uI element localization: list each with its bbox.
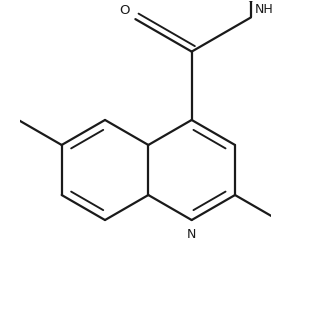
Text: O: O bbox=[119, 4, 130, 17]
Text: N: N bbox=[187, 228, 196, 241]
Text: NH: NH bbox=[255, 3, 274, 16]
